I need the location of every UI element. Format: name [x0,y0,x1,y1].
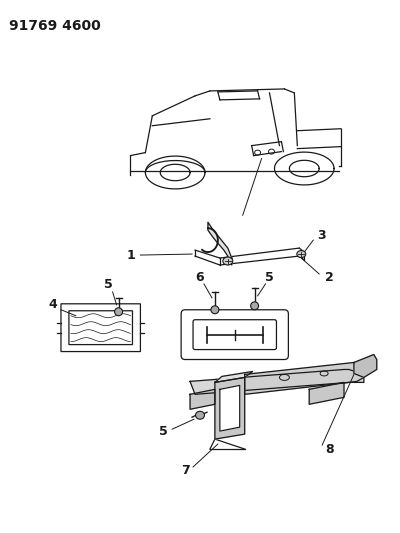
Ellipse shape [251,302,258,310]
Ellipse shape [114,308,122,316]
Text: 4: 4 [49,298,58,311]
Ellipse shape [196,411,204,419]
Polygon shape [309,382,344,404]
Polygon shape [354,354,377,377]
Ellipse shape [297,251,306,257]
Text: 7: 7 [181,464,190,478]
Text: 2: 2 [325,271,334,285]
Ellipse shape [223,257,233,265]
Text: 8: 8 [325,442,334,456]
Ellipse shape [211,306,219,314]
Polygon shape [245,362,364,394]
Text: 1: 1 [126,248,135,262]
Text: 3: 3 [317,229,326,241]
Polygon shape [190,389,215,409]
Text: 6: 6 [196,271,204,285]
Polygon shape [215,372,253,382]
Text: 5: 5 [265,271,274,285]
Text: 5: 5 [159,425,168,438]
Polygon shape [208,222,232,265]
Text: 5: 5 [104,278,113,292]
Polygon shape [215,377,245,439]
Polygon shape [190,369,364,394]
Text: 91769 4600: 91769 4600 [9,19,101,33]
Polygon shape [220,385,240,431]
